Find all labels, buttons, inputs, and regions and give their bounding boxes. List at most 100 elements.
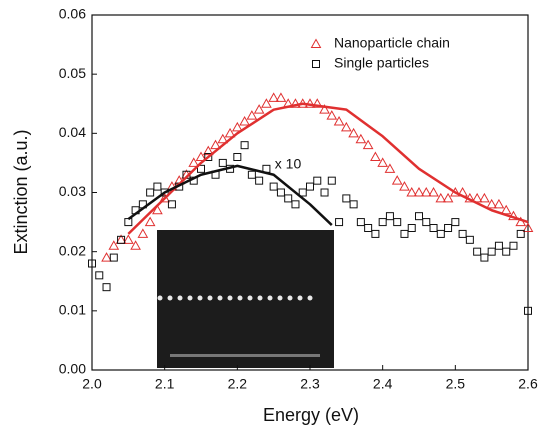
triangle-point [144,216,156,227]
square-point [509,241,518,250]
triangle-point [188,157,200,167]
square-point [480,253,489,262]
triangle-point [268,92,280,102]
triangle-point [442,192,454,203]
square-point [255,176,264,185]
square-point [95,271,104,280]
triangle-point [333,115,345,126]
triangle-point [224,127,236,138]
triangle-point [101,252,112,262]
triangle-point [326,110,338,120]
square-point [385,212,394,221]
triangle-point [522,222,534,232]
square-point [284,194,293,203]
square-point [364,224,373,232]
square-point [516,229,525,238]
inset-image [157,230,334,368]
square-point [167,200,176,209]
square-point [335,218,344,227]
square-point [342,194,351,203]
square-point [422,218,431,227]
triangle-point [122,234,134,244]
square-point [247,170,256,179]
square-point [276,188,285,197]
square-point [240,141,249,150]
triangle-point [239,115,250,126]
y-tick-label: 0.05 [59,65,86,81]
triangle-point [370,151,381,161]
triangle-point [290,98,301,108]
triangle-point [253,104,265,114]
square-point [218,158,227,167]
square-point [291,200,300,209]
triangle-point [261,98,272,108]
annotation: x 10 [275,156,302,172]
triangle-point [391,175,403,185]
triangle-point [399,181,410,191]
square-point [393,218,402,227]
square-point [109,253,118,262]
triangle-point [479,192,490,203]
triangle-point [428,186,439,197]
triangle-point [355,133,367,144]
x-tick-label: 2.2 [228,376,248,392]
legend-marker [312,60,320,68]
triangle-point [130,240,141,250]
triangle-point [137,228,149,238]
square-point [415,212,423,221]
square-point [320,188,329,197]
y-tick-label: 0.01 [59,302,86,318]
square-point [444,224,453,232]
triangle-point [210,139,221,150]
triangle-point [275,92,287,102]
square-point [117,235,126,244]
square-point [146,188,155,197]
y-tick-label: 0.03 [59,183,86,199]
triangle-point [486,198,498,209]
square-point [371,229,380,238]
square-point [378,218,387,227]
square-point [458,229,467,238]
fit-line [127,102,529,235]
square-point [494,241,503,250]
y-axis-label: Extinction (a.u.) [11,129,31,254]
square-point [400,229,409,238]
square-point [356,218,365,227]
x-tick-label: 2.5 [446,376,466,392]
legend-marker [310,38,322,48]
triangle-point [195,151,207,161]
square-point [124,218,133,227]
fit-line [127,164,333,226]
triangle-point [493,198,505,209]
triangle-point [217,133,229,144]
square-point [102,283,111,292]
square-point [233,153,242,161]
x-tick-label: 2.0 [82,376,102,392]
square-point [502,247,511,256]
square-point [298,188,307,197]
triangle-point [202,145,214,156]
square-point [487,247,496,256]
square-point [327,176,336,185]
triangle-point [152,204,163,215]
square-point [429,224,438,232]
triangle-point [340,121,352,132]
y-tick-label: 0.06 [59,6,86,22]
square-point [204,153,213,161]
square-point [451,218,460,227]
triangle-point [420,186,432,197]
square-point [306,182,314,191]
square-point [349,200,358,209]
triangle-point [108,240,120,250]
triangle-point [246,110,258,120]
square-point [473,247,482,256]
square-point [407,224,416,232]
x-axis-label: Energy (eV) [263,405,359,425]
triangle-point [377,157,389,167]
triangle-point [413,186,425,197]
y-tick-label: 0.02 [59,242,86,258]
triangle-point [348,127,359,138]
x-tick-label: 2.1 [155,376,175,392]
triangle-point [319,104,330,114]
